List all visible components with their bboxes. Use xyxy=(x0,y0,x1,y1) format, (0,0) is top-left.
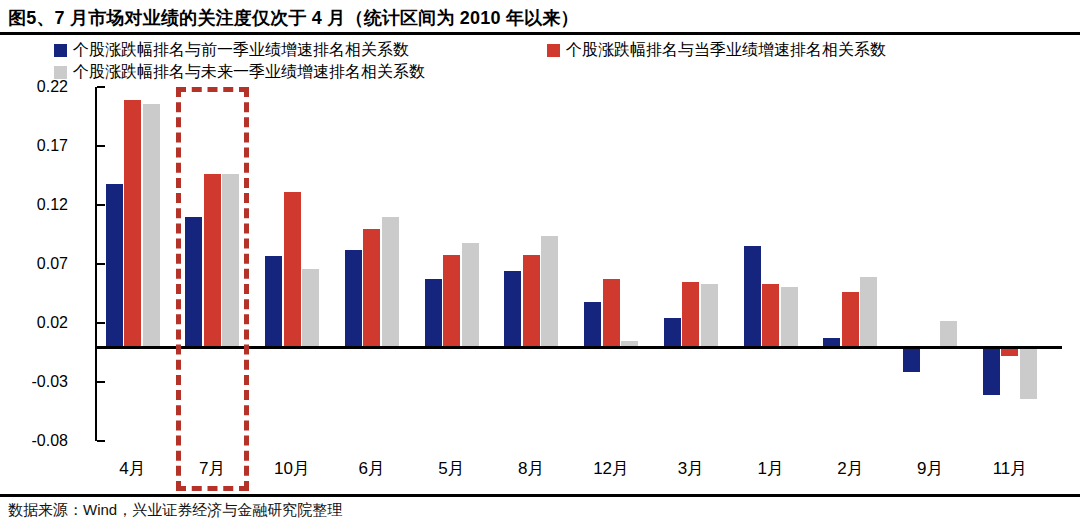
y-axis-tick xyxy=(97,381,105,383)
x-axis-label: 10月 xyxy=(257,457,327,480)
y-tick-label: -0.03 xyxy=(8,373,68,391)
highlight-box-7月 xyxy=(176,87,249,491)
bar-4月-series1 xyxy=(124,100,141,347)
x-axis-label: 11月 xyxy=(975,457,1045,480)
y-tick-label: 0.02 xyxy=(8,314,68,332)
legend-swatch-gray xyxy=(54,66,67,79)
bar-10月-series0 xyxy=(265,256,282,347)
x-axis-label: 4月 xyxy=(98,457,168,480)
bar-1月-series1 xyxy=(762,284,779,347)
bar-1月-series2 xyxy=(781,287,798,347)
x-axis-label: 2月 xyxy=(815,457,885,480)
bar-5月-series1 xyxy=(443,255,460,347)
bar-5月-series2 xyxy=(462,243,479,347)
bar-10月-series1 xyxy=(284,192,301,347)
bar-3月-series1 xyxy=(682,282,699,347)
legend-swatch-blue xyxy=(54,44,67,57)
x-axis-label: 1月 xyxy=(736,457,806,480)
bar-11月-series0 xyxy=(983,347,1000,395)
bar-8月-series1 xyxy=(523,255,540,347)
x-axis-label: 12月 xyxy=(576,457,646,480)
x-axis-label: 6月 xyxy=(337,457,407,480)
bar-6月-series2 xyxy=(382,217,399,347)
bar-3月-series0 xyxy=(664,318,681,348)
figure-page: 图5、7 月市场对业绩的关注度仅次于 4 月（统计区间为 2010 年以来） 个… xyxy=(0,0,1080,523)
legend-label: 个股涨跌幅排名与前一季业绩增速排名相关系数 xyxy=(73,40,409,61)
bar-12月-series1 xyxy=(603,279,620,347)
title-divider xyxy=(0,32,1080,35)
x-axis-label: 9月 xyxy=(895,457,965,480)
bar-6月-series0 xyxy=(345,250,362,347)
bar-2月-series1 xyxy=(842,292,859,347)
bar-4月-series0 xyxy=(106,184,123,347)
bar-10月-series2 xyxy=(302,269,319,347)
bar-9月-series2 xyxy=(940,321,957,347)
bar-8月-series0 xyxy=(504,271,521,347)
chart-title: 图5、7 月市场对业绩的关注度仅次于 4 月（统计区间为 2010 年以来） xyxy=(8,6,579,30)
bar-8月-series2 xyxy=(541,236,558,347)
y-tick-label: 0.12 xyxy=(8,196,68,214)
legend-item-prev-quarter: 个股涨跌幅排名与前一季业绩增速排名相关系数 xyxy=(54,40,409,61)
legend-label: 个股涨跌幅排名与当季业绩增速排名相关系数 xyxy=(566,40,886,61)
y-tick-label: 0.17 xyxy=(8,137,68,155)
bar-6月-series1 xyxy=(363,229,380,347)
y-axis-tick xyxy=(97,322,105,324)
y-axis-tick xyxy=(97,263,105,265)
y-tick-label: 0.22 xyxy=(8,78,68,96)
y-tick-label: -0.08 xyxy=(8,432,68,450)
bar-5月-series0 xyxy=(425,279,442,347)
x-axis-label: 8月 xyxy=(496,457,566,480)
legend-swatch-red xyxy=(547,44,560,57)
footer-divider xyxy=(0,494,1080,497)
bar-4月-series2 xyxy=(143,104,160,347)
y-tick-label: 0.07 xyxy=(8,255,68,273)
x-axis-label: 3月 xyxy=(656,457,726,480)
legend-item-next-quarter: 个股涨跌幅排名与未来一季业绩增速排名相关系数 xyxy=(54,62,425,83)
bar-12月-series0 xyxy=(584,302,601,347)
y-axis-tick xyxy=(97,440,105,442)
y-axis-tick xyxy=(97,86,105,88)
bar-1月-series0 xyxy=(744,246,761,347)
x-axis-label: 5月 xyxy=(417,457,487,480)
legend-label: 个股涨跌幅排名与未来一季业绩增速排名相关系数 xyxy=(73,62,425,83)
data-source-note: 数据来源：Wind，兴业证券经济与金融研究院整理 xyxy=(8,501,342,520)
y-axis-tick xyxy=(97,145,105,147)
bar-2月-series2 xyxy=(860,277,877,347)
bar-11月-series2 xyxy=(1020,347,1037,399)
bar-9月-series0 xyxy=(903,347,920,372)
bar-3月-series2 xyxy=(701,284,718,347)
y-axis-tick xyxy=(97,204,105,206)
legend-item-current-quarter: 个股涨跌幅排名与当季业绩增速排名相关系数 xyxy=(547,40,886,61)
